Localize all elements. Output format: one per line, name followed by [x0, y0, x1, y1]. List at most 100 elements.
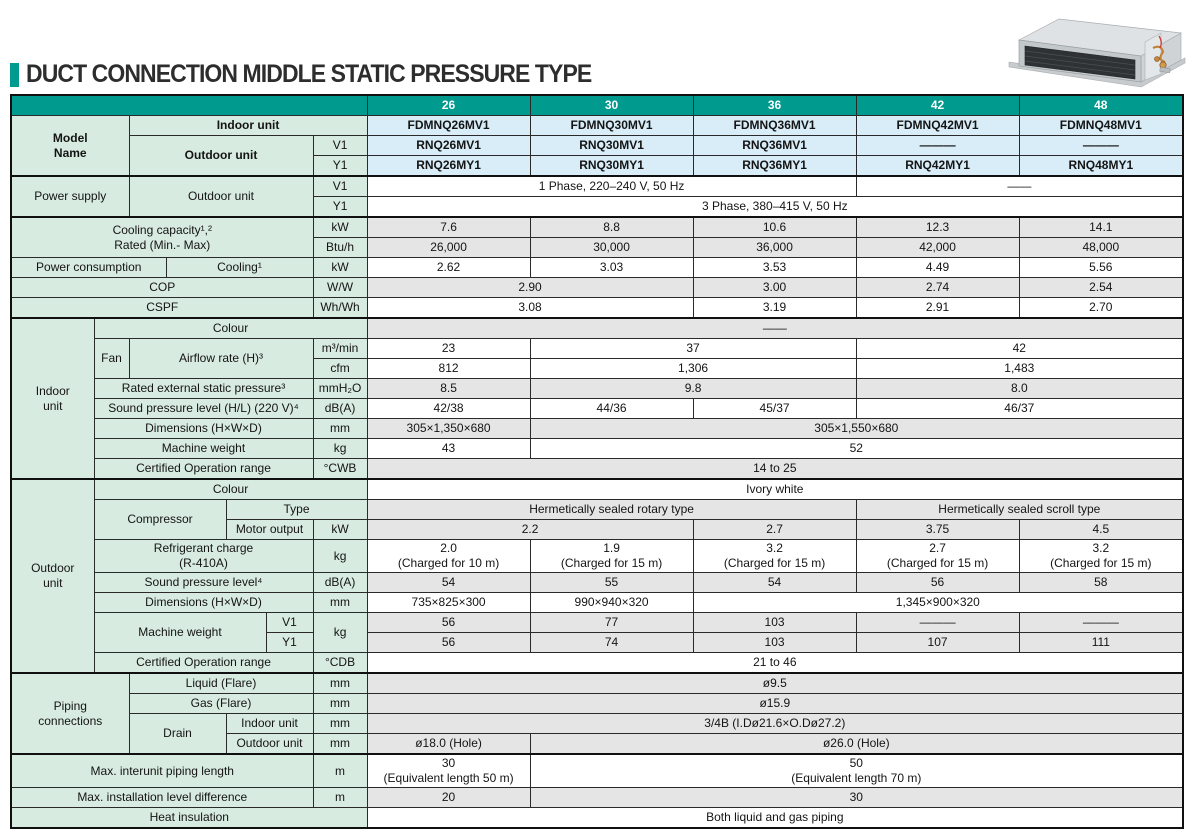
value-cell: 3/4B (I.Dø21.6×O.Dø27.2) [366, 713, 1184, 734]
value-cell: 2.90 [366, 277, 694, 298]
row-label-cell: Dimensions (H×W×D) [93, 418, 314, 439]
row-label-cell: Fan [93, 338, 130, 379]
value-cell: 3.2 (Charged for 15 m) [1018, 539, 1184, 573]
value-cell: 74 [529, 632, 694, 653]
value-cell: 23 [366, 338, 531, 359]
unit-cell: mm [312, 733, 368, 755]
value-cell: ø26.0 (Hole) [529, 733, 1184, 755]
unit-cell: m [312, 787, 368, 808]
value-cell: 3.19 [692, 297, 857, 319]
unit-cell: kg [312, 612, 368, 653]
value-cell: 56 [855, 572, 1020, 593]
column-header-cell: 36 [692, 94, 857, 116]
value-cell: 20 [366, 787, 531, 808]
value-cell: 37 [529, 338, 857, 359]
model-name-cell: RNQ36MY1 [692, 155, 857, 177]
column-header-cell: 48 [1018, 94, 1184, 116]
row-label-cell: Motor output [225, 519, 314, 540]
unit-cell: V1 [312, 135, 368, 156]
value-cell: 2.62 [366, 257, 531, 278]
value-cell: ——— [855, 612, 1020, 633]
value-cell: 1,345×900×320 [692, 592, 1184, 613]
unit-cell: °CWB [312, 458, 368, 480]
row-label-cell: Indoor unit [128, 115, 368, 136]
unit-cell: Y1 [265, 632, 314, 653]
value-cell: 44/36 [529, 398, 694, 419]
value-cell: 103 [692, 612, 857, 633]
spec-table: 26 30 36 42 48 Model Name Indoor unit FDMNQ26MV1… [10, 94, 1185, 829]
value-cell: 55 [529, 572, 694, 593]
page-title-block: DUCT CONNECTION MIDDLE STATIC PRESSURE T… [10, 60, 640, 89]
value-cell: 43 [366, 438, 531, 459]
row-label-cell: CSPF [10, 297, 314, 319]
value-cell: 2.74 [855, 277, 1020, 298]
value-cell: 2.7 (Charged for 15 m) [855, 539, 1020, 573]
row-label-cell: Refrigerant charge (R-410A) [93, 539, 314, 573]
value-cell: 3.08 [366, 297, 694, 319]
value-cell: 46/37 [855, 398, 1184, 419]
row-label-cell: Outdoor unit [225, 733, 314, 755]
value-cell: 305×1,350×680 [366, 418, 531, 439]
row-label-cell: Airflow rate (H)³ [128, 338, 314, 379]
duct-unit-illustration [1008, 18, 1186, 88]
value-cell: 12.3 [855, 216, 1020, 238]
value-cell: 7.6 [366, 216, 531, 238]
section-label-cell: Outdoor unit [10, 478, 95, 674]
unit-cell: Btu/h [312, 237, 368, 258]
value-cell: 56 [366, 612, 531, 633]
row-label-cell: Indoor unit [225, 713, 314, 734]
row-label-cell: Power supply [10, 175, 130, 218]
value-cell: 305×1,550×680 [529, 418, 1184, 439]
value-cell: ø9.5 [366, 672, 1184, 694]
row-label-cell: Drain [128, 713, 227, 755]
value-cell: 30,000 [529, 237, 694, 258]
column-header-cell [10, 94, 368, 116]
unit-cell: Wh/Wh [312, 297, 368, 319]
value-cell: 52 [529, 438, 1184, 459]
value-cell: 1,483 [855, 358, 1184, 379]
unit-cell: m [312, 753, 368, 788]
unit-cell: kW [312, 257, 368, 278]
value-cell: 14.1 [1018, 216, 1184, 238]
unit-cell: mm [312, 592, 368, 613]
value-cell: 10.6 [692, 216, 857, 238]
unit-cell: kg [312, 438, 368, 459]
row-label-cell: Power consumption [10, 257, 167, 278]
value-cell: 3.03 [529, 257, 694, 278]
row-label-cell: Cooling capacity¹,² Rated (Min.- Max) [10, 216, 314, 258]
value-cell: 1.9 (Charged for 15 m) [529, 539, 694, 573]
value-cell: 103 [692, 632, 857, 653]
value-cell: 21 to 46 [366, 652, 1184, 674]
value-cell: 4.49 [855, 257, 1020, 278]
model-name-cell: RNQ30MY1 [529, 155, 694, 177]
value-cell: 50 (Equivalent length 70 m) [529, 753, 1184, 788]
value-cell: 111 [1018, 632, 1184, 653]
column-header-cell: 26 [366, 94, 531, 116]
value-cell: 8.0 [855, 378, 1184, 399]
model-name-cell: RNQ26MV1 [366, 135, 531, 156]
value-cell: Hermetically sealed rotary type [366, 499, 857, 520]
value-cell: 8.5 [366, 378, 531, 399]
value-cell: 36,000 [692, 237, 857, 258]
value-cell: 9.8 [529, 378, 857, 399]
unit-cell: dB(A) [312, 398, 368, 419]
unit-cell: m³/min [312, 338, 368, 359]
value-cell: ——— [1018, 612, 1184, 633]
value-cell: Ivory white [366, 478, 1184, 500]
model-name-cell: RNQ26MY1 [366, 155, 531, 177]
page-title: DUCT CONNECTION MIDDLE STATIC PRESSURE T… [26, 60, 592, 88]
title-accent-bar-icon [10, 62, 19, 87]
model-name-cell: RNQ42MY1 [855, 155, 1020, 177]
column-header-cell: 42 [855, 94, 1020, 116]
row-label-cell: Colour [93, 478, 368, 500]
row-label-cell: Max. interunit piping length [10, 753, 314, 788]
value-cell: 812 [366, 358, 531, 379]
value-cell: 1,306 [529, 358, 857, 379]
model-name-cell: RNQ36MV1 [692, 135, 857, 156]
unit-cell: kW [312, 519, 368, 540]
row-label-cell: Model Name [10, 115, 130, 177]
value-cell: 2.2 [366, 519, 694, 540]
unit-cell: °CDB [312, 652, 368, 674]
model-name-cell: FDMNQ48MV1 [1018, 115, 1184, 136]
